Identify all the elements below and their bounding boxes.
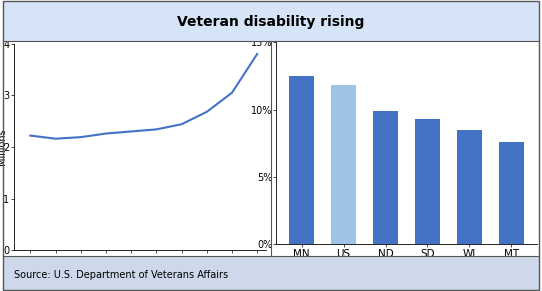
Text: Source: U.S. Department of Veterans Affairs: Source: U.S. Department of Veterans Affa… bbox=[14, 270, 228, 280]
Y-axis label: Millions: Millions bbox=[0, 129, 7, 165]
Bar bbox=[373, 111, 398, 244]
Bar bbox=[457, 130, 482, 244]
Text: Veteran disability rising: Veteran disability rising bbox=[177, 15, 365, 29]
Text: Chart 1: U.S. veterans with a
service-connected  disability: Chart 1: U.S. veterans with a service-co… bbox=[14, 19, 173, 40]
Bar bbox=[289, 76, 314, 244]
Bar bbox=[331, 85, 356, 244]
Title: Chart 2: Percent change  in veteran disability
All ratings, 2011 to 2013: Chart 2: Percent change in veteran disab… bbox=[281, 17, 532, 39]
Bar bbox=[415, 119, 440, 244]
Bar bbox=[499, 142, 524, 244]
